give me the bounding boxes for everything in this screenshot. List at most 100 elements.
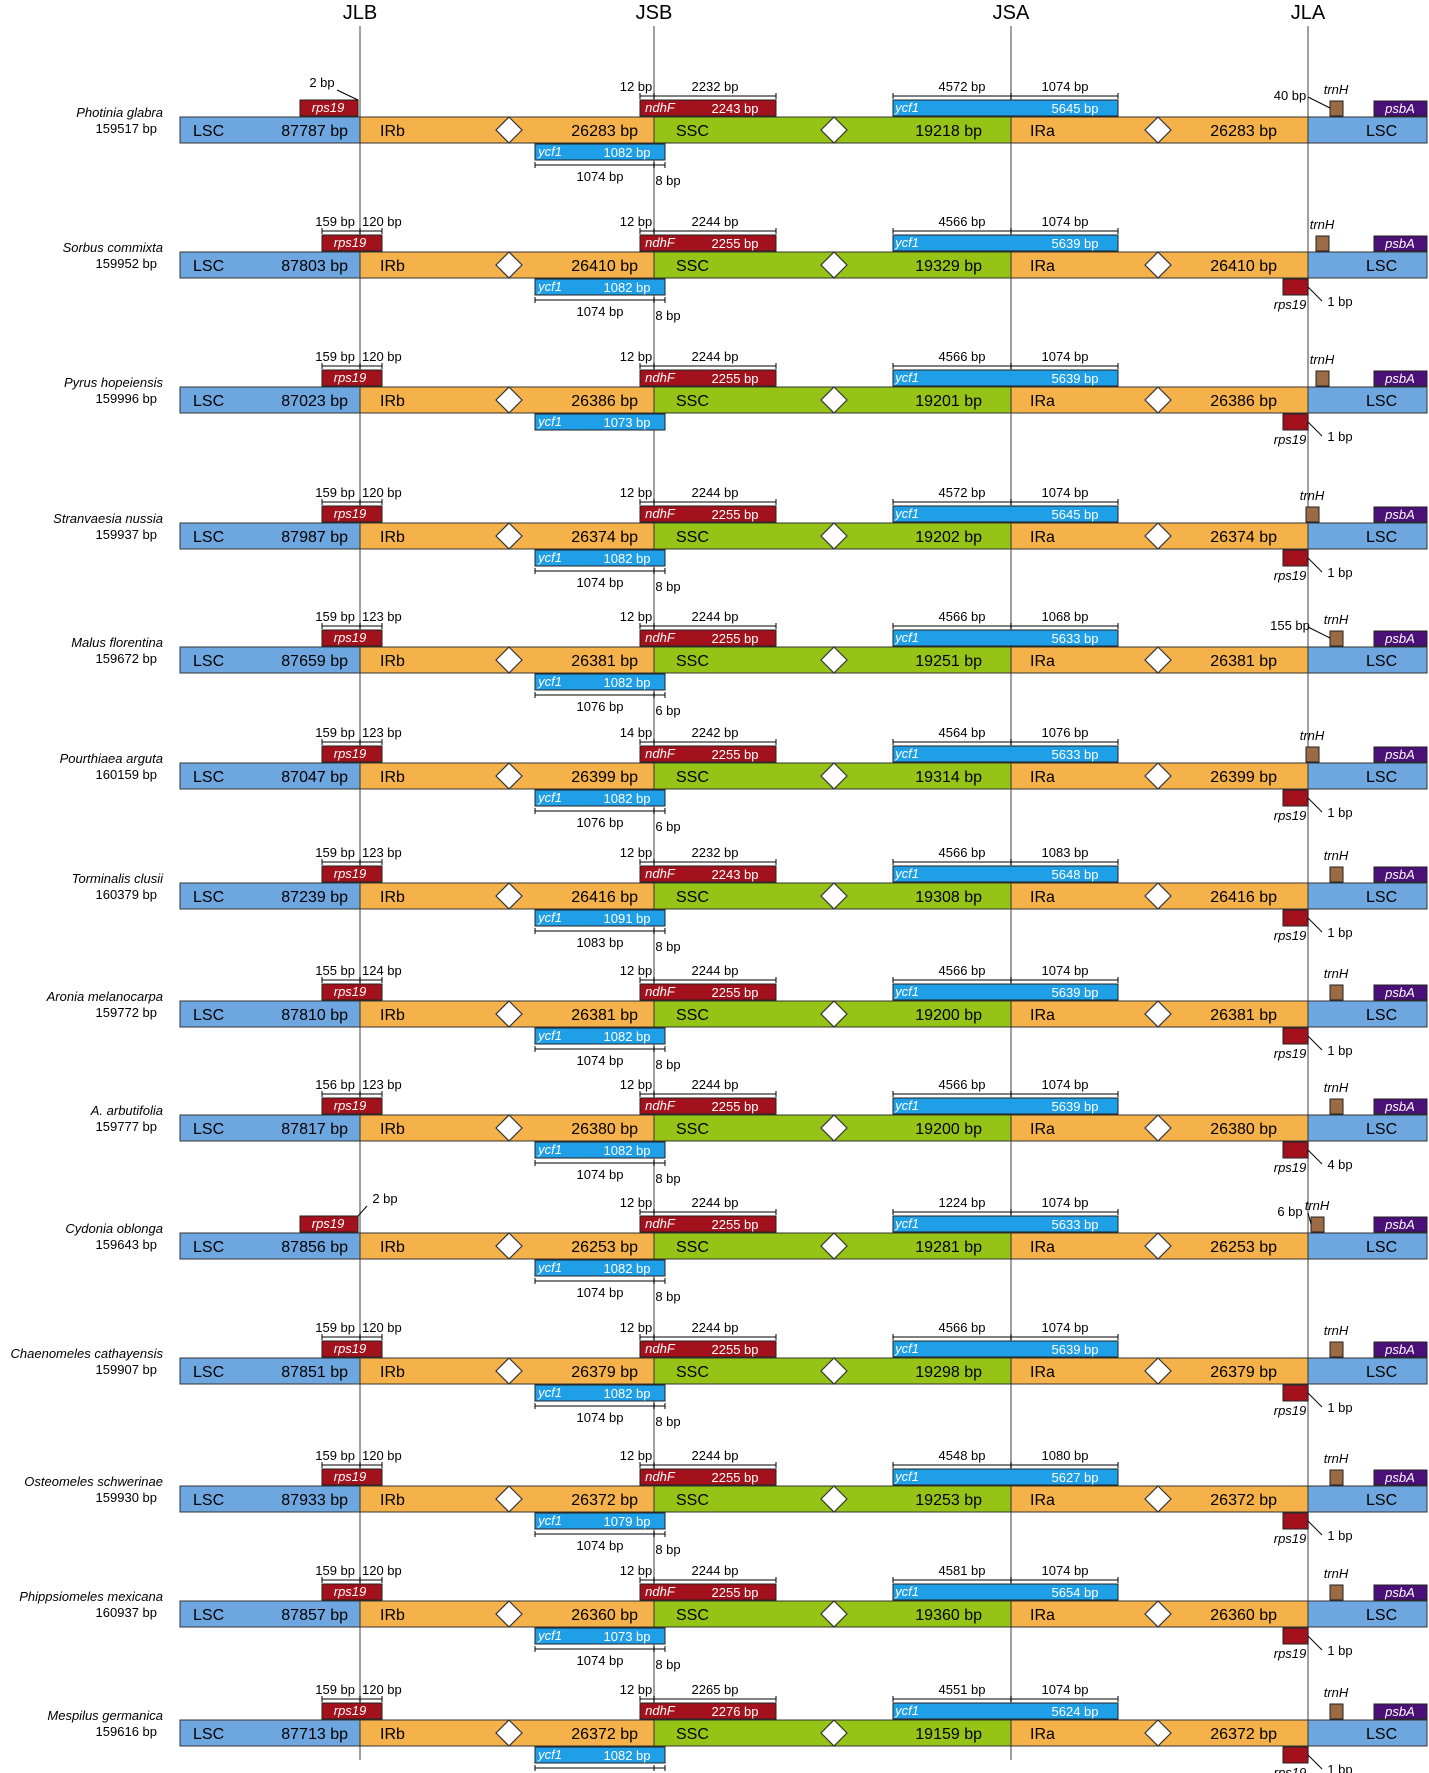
dimension-line: [1010, 1334, 1119, 1340]
ycf1-ssc-bp: 4572 bp: [939, 79, 986, 94]
ndhF-ssc-bp: 2232 bp: [692, 79, 739, 94]
gene-label-rps19: rps19: [334, 630, 367, 645]
genome-size: 159772 bp: [96, 1005, 157, 1020]
rps19-ir-bp: 120 bp: [362, 1320, 402, 1335]
region-label-irb: IRb: [380, 1121, 405, 1138]
rps19-lsc-bp: 159 bp: [315, 845, 355, 860]
ira-length: 26253 bp: [1210, 1239, 1277, 1256]
ndhF-ssc-bp: 2242 bp: [692, 725, 739, 740]
gene-label-ycf1: ycf1: [894, 1341, 919, 1356]
gene-label-ndhF: ndhF: [645, 235, 676, 250]
boundary-diamond: [820, 1114, 848, 1142]
lsc-length: 87857 bp: [281, 1607, 348, 1624]
gene-label-ycf1: ycf1: [894, 984, 919, 999]
region-label-lsc: LSC: [193, 1007, 224, 1024]
ssc-length: 19200 bp: [915, 1007, 982, 1024]
species-name: Malus florentina: [71, 635, 163, 650]
region-label-ssc: SSC: [676, 258, 709, 275]
dimension-line: [653, 1278, 666, 1284]
dimension-line: [653, 1696, 777, 1702]
ndhF-ssc-bp: 2244 bp: [692, 1195, 739, 1210]
gene-label-rps19-jla: rps19: [1274, 808, 1307, 823]
gene-label-psbA: psbA: [1384, 1470, 1415, 1485]
dimension-line: [359, 739, 383, 745]
gene-label-ycf1: ycf1: [894, 1703, 919, 1718]
boundary-diamond: [820, 1719, 848, 1747]
gene-ycf1: [892, 369, 1119, 387]
ssc-length: 19202 bp: [915, 529, 982, 546]
lsc-length: 87817 bp: [281, 1121, 348, 1138]
gene-label-ycf1-fragment: ycf1: [537, 550, 562, 565]
gene-label-ycf1: ycf1: [894, 1098, 919, 1113]
region-lsc-right: [1307, 1600, 1428, 1628]
gene-ycf1: [892, 745, 1119, 763]
dimension-line: [359, 1577, 383, 1583]
rps19-jla-bp: 1 bp: [1327, 1528, 1352, 1543]
genome-size: 160159 bp: [96, 767, 157, 782]
gene-ndhF: [639, 1702, 777, 1720]
irb-length: 26372 bp: [571, 1726, 638, 1743]
rps19-jla-bp: 1 bp: [1327, 1762, 1352, 1773]
boundary-diamond: [1144, 116, 1172, 144]
genome-size: 159930 bp: [96, 1490, 157, 1505]
region-label-lsc-right: LSC: [1366, 769, 1397, 786]
dimension-line: [653, 568, 666, 574]
gene-label-rps19-jla: rps19: [1274, 1403, 1307, 1418]
gene-label-rps19: rps19: [334, 1341, 367, 1356]
gene-ycf1: [892, 1340, 1119, 1358]
ycf1-length: 5633 bp: [1052, 631, 1099, 646]
gene-label-psbA: psbA: [1384, 101, 1415, 116]
region-label-ira: IRa: [1030, 653, 1055, 670]
gene-label-rps19-jla: rps19: [1274, 1646, 1307, 1661]
dimension-line: [1010, 739, 1119, 745]
gene-rps19-jlb: [321, 1097, 383, 1115]
gene-label-ycf1: ycf1: [894, 235, 919, 250]
ycf1-fragment-ssc-bp: 8 bp: [655, 939, 680, 954]
leader-line: [357, 1205, 368, 1217]
region-label-ssc: SSC: [676, 123, 709, 140]
boundary-diamond: [820, 646, 848, 674]
gene-label-rps19: rps19: [334, 1469, 367, 1484]
region-lsc-left: [179, 522, 361, 550]
gene-psbA: [1373, 1098, 1428, 1115]
gene-label-ycf1-fragment: ycf1: [537, 144, 562, 159]
ndhF-ssc-bp: 2244 bp: [692, 1320, 739, 1335]
gene-trnH: [1305, 746, 1320, 763]
region-label-lsc: LSC: [193, 393, 224, 410]
boundary-diamond: [495, 386, 523, 414]
leader-line: [1307, 1635, 1323, 1651]
species-name: Pourthiaea arguta: [60, 751, 163, 766]
ssc-length: 19201 bp: [915, 393, 982, 410]
rps19-ir-bp: 123 bp: [362, 845, 402, 860]
region-label-irb: IRb: [380, 258, 405, 275]
gene-label-rps19-jla: rps19: [1274, 568, 1307, 583]
region-lsc-left: [179, 1000, 361, 1028]
ssc-length: 19218 bp: [915, 123, 982, 140]
ndhF-irb-bp: 12 bp: [620, 963, 653, 978]
species-name: Osteomeles schwerinae: [24, 1474, 163, 1489]
ira-length: 26372 bp: [1210, 1492, 1277, 1509]
region-label-ira: IRa: [1030, 1607, 1055, 1624]
leader-line: [1307, 1520, 1323, 1536]
ycf1-fragment-length: 1079 bp: [604, 1514, 651, 1529]
rps19-lsc-bp: 159 bp: [315, 1320, 355, 1335]
region-lsc-left: [179, 1232, 361, 1260]
ndhF-ssc-bp: 2232 bp: [692, 845, 739, 860]
ycf1-fragment-ssc-bp: 8 bp: [655, 173, 680, 188]
region-label-irb: IRb: [380, 1239, 405, 1256]
gene-label-ndhF: ndhF: [645, 630, 676, 645]
gene-label-ndhF: ndhF: [645, 1341, 676, 1356]
gene-label-rps19: rps19: [334, 866, 367, 881]
region-lsc-left: [179, 1600, 361, 1628]
boundary-diamond: [820, 1000, 848, 1028]
ycf1-fragment-ssc-bp: 8 bp: [655, 1289, 680, 1304]
boundary-diamond: [1144, 1719, 1172, 1747]
gene-label-ycf1: ycf1: [894, 746, 919, 761]
gene-label-ycf1: ycf1: [894, 370, 919, 385]
gene-label-rps19-jla: rps19: [1274, 1765, 1307, 1773]
dimension-line: [653, 977, 777, 983]
gene-ycf1-fragment: [534, 413, 666, 431]
species-name: Mespilus germanica: [47, 1708, 163, 1723]
